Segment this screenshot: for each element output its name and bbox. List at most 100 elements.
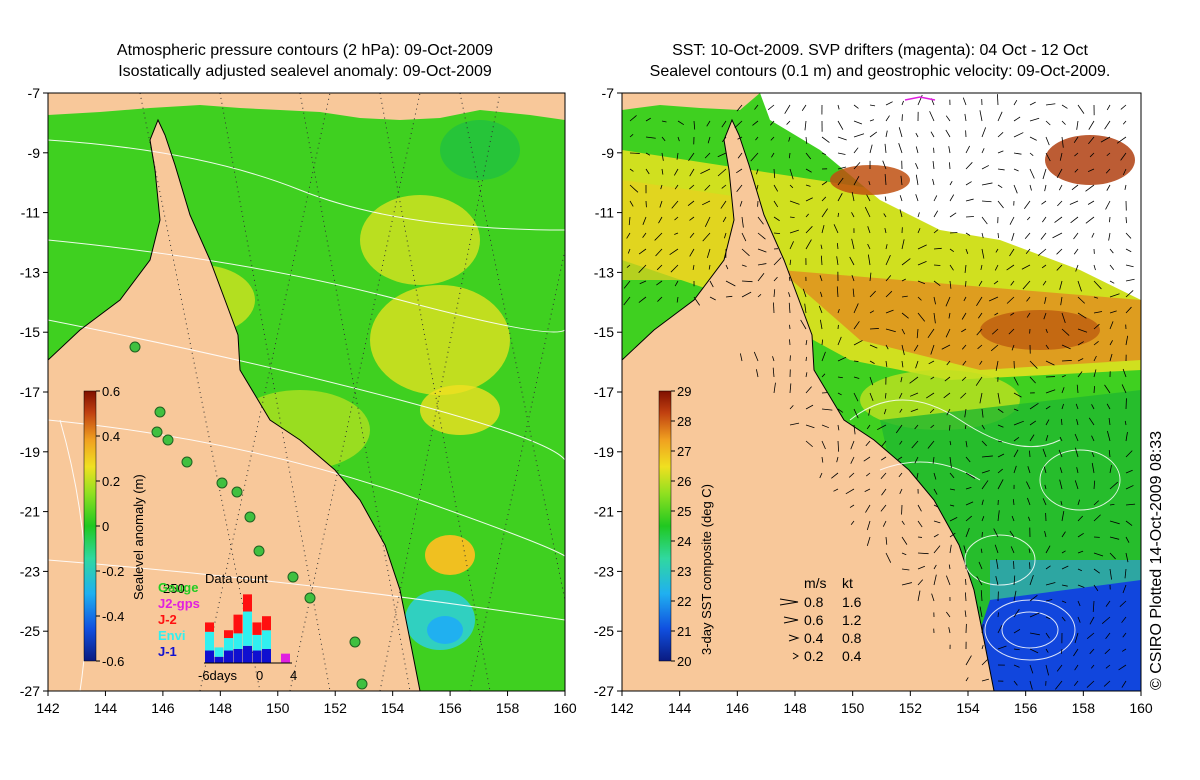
altimeter-tracks [139, 93, 565, 691]
velocity-arrow [978, 280, 983, 287]
velocity-arrow [979, 110, 983, 122]
velocity-arrow [1013, 376, 1019, 386]
velocity-arrow [1061, 511, 1065, 522]
velocity-arrow [1125, 536, 1130, 543]
velocity-arrow [926, 392, 935, 399]
velocity-legend-header-kt: kt [842, 575, 853, 591]
lon-tick-label: 150 [266, 700, 290, 716]
velocity-arrow [869, 344, 878, 349]
velocity-arrow [1109, 503, 1115, 506]
velocity-arrow [1092, 600, 1095, 612]
velocity-arrow [1093, 296, 1099, 299]
velocity-arrow [1125, 469, 1133, 474]
velocity-arrow [1041, 200, 1047, 205]
velocity-arrow [927, 440, 935, 449]
velocity-arrow [725, 280, 736, 287]
velocity-arrow [1061, 531, 1066, 538]
velocity-arrow [1076, 419, 1079, 426]
lat-tick-label: -25 [594, 623, 614, 639]
velocity-arrow [1054, 216, 1063, 223]
velocity-arrow [1056, 664, 1063, 672]
velocity-arrow [770, 120, 775, 126]
velocity-arrow [915, 132, 919, 138]
velocity-arrow [1109, 464, 1112, 474]
velocity-arrow [965, 232, 971, 236]
velocity-arrow [1077, 328, 1088, 333]
histogram-legend-item: J-2 [158, 612, 177, 627]
velocity-arrow [848, 472, 855, 478]
velocity-arrow [997, 440, 1003, 443]
histogram-bar [224, 650, 233, 663]
velocity-arrow [965, 145, 970, 154]
velocity-arrow [1040, 232, 1047, 240]
sst-colorbar-gradient [658, 390, 672, 662]
velocity-arrow [1090, 664, 1095, 669]
velocity-arrow [739, 200, 743, 207]
velocity-arrow [1013, 152, 1022, 155]
velocity-arrow [945, 328, 951, 338]
velocity-arrow [720, 200, 727, 209]
velocity-arrow [805, 386, 812, 394]
velocity-arrow [659, 200, 663, 208]
velocity-arrow [709, 280, 714, 288]
velocity-arrow [1120, 104, 1127, 110]
velocity-legend-arrow [792, 652, 799, 660]
velocity-arrow [853, 104, 859, 109]
velocity-arrow [899, 440, 903, 445]
velocity-arrow [979, 606, 983, 618]
velocity-arrow [789, 200, 800, 205]
velocity-arrow [1009, 530, 1015, 538]
velocity-arrow [1125, 306, 1132, 314]
velocity-arrow [626, 232, 631, 239]
histogram-bar [214, 656, 224, 663]
velocity-arrow [1077, 499, 1081, 506]
velocity-arrow [1011, 515, 1015, 522]
velocity-arrow [1089, 152, 1095, 158]
velocity-arrow [1045, 103, 1056, 106]
velocity-arrow [884, 143, 887, 154]
velocity-arrow [821, 224, 825, 234]
tide-gauge-marker [231, 486, 243, 498]
velocity-arrow [1013, 608, 1020, 618]
velocity-arrow [642, 216, 647, 225]
velocity-arrow [1089, 616, 1095, 625]
velocity-arrow [961, 312, 967, 320]
histogram-bar [252, 622, 262, 635]
velocity-arrow [805, 136, 808, 144]
velocity-arrow [991, 328, 999, 335]
velocity-arrow [805, 226, 813, 234]
lon-tick-label: 158 [1072, 700, 1096, 716]
colorbar-tick-label: 20 [677, 654, 691, 669]
velocity-arrow [882, 520, 887, 527]
velocity-arrow [863, 456, 871, 462]
velocity-arrow [997, 200, 1004, 209]
velocity-arrow [1044, 484, 1047, 490]
velocity-arrow [1074, 433, 1079, 442]
velocity-arrow [949, 424, 951, 431]
velocity-arrow [949, 194, 955, 202]
velocity-arrow [981, 516, 985, 522]
velocity-arrow [964, 610, 967, 618]
velocity-arrow [885, 328, 896, 333]
velocity-arrow [821, 456, 824, 463]
velocity-arrow [881, 488, 887, 496]
velocity-arrow [789, 259, 792, 266]
velocity-arrow [837, 424, 840, 431]
velocity-arrow [885, 275, 892, 282]
velocity-arrow [1074, 664, 1079, 671]
velocity-arrow [629, 168, 634, 172]
lat-tick-label: -27 [20, 683, 40, 699]
velocity-arrow [773, 289, 776, 298]
velocity-arrow [866, 194, 871, 202]
velocity-arrow [853, 424, 856, 435]
histogram-bar [252, 650, 262, 663]
velocity-arrow [1077, 568, 1083, 572]
velocity-arrow [1087, 200, 1095, 205]
velocity-arrow [1093, 514, 1101, 522]
velocity-arrow [931, 593, 935, 602]
velocity-arrow [995, 360, 999, 371]
tide-gauge-marker [162, 434, 174, 446]
velocity-arrow [949, 280, 952, 289]
velocity-arrow [1105, 168, 1111, 174]
velocity-arrow [1125, 520, 1133, 526]
